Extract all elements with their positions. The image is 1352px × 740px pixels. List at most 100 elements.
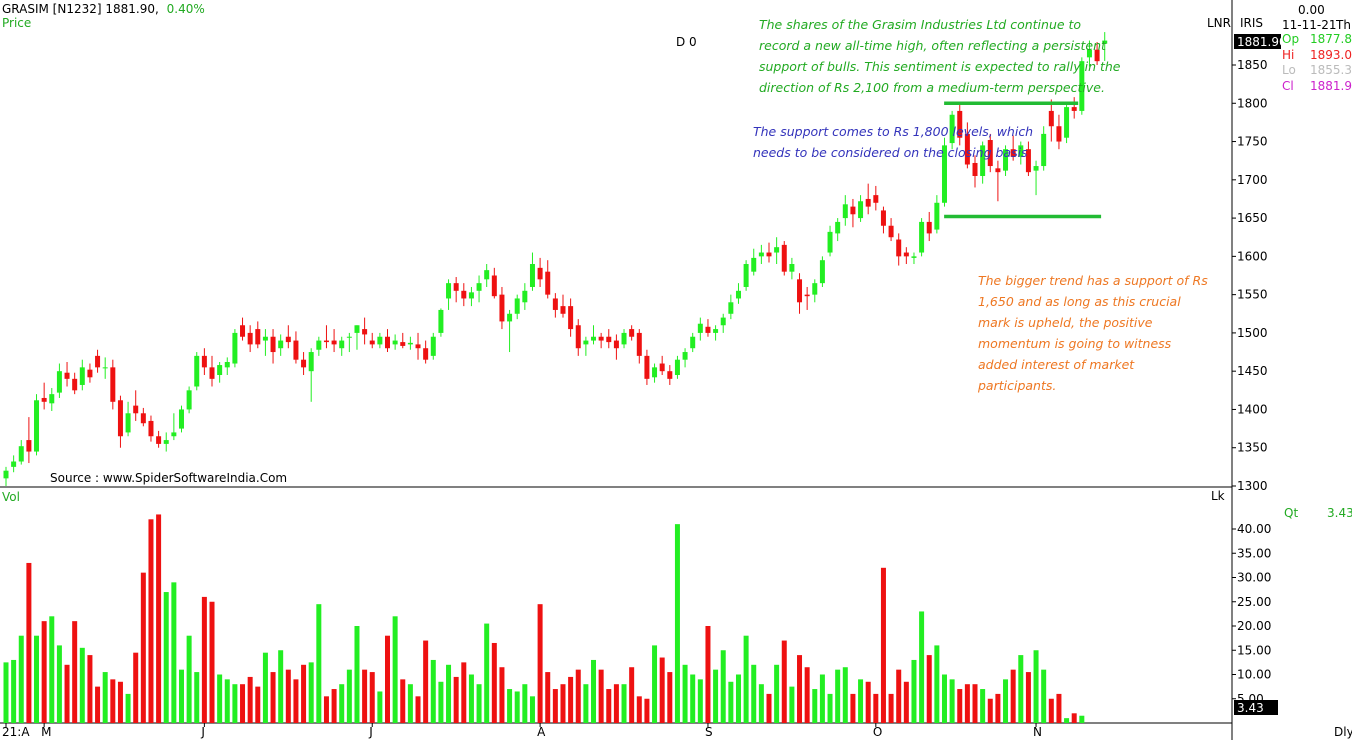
volume-bar: [545, 672, 551, 723]
volume-bar: [3, 662, 9, 723]
qt-value: 3.43: [1327, 506, 1352, 520]
candle-body: [842, 204, 848, 219]
candle-body: [26, 440, 32, 452]
candle-body: [491, 275, 497, 297]
candle-body: [919, 221, 925, 253]
volume-bar: [369, 672, 375, 723]
price-tick-label: 1500: [1237, 326, 1268, 340]
volume-bar: [972, 684, 978, 723]
candle-body: [980, 145, 986, 176]
lnr-label: LNR: [1207, 16, 1231, 30]
volume-bar: [1010, 669, 1016, 723]
candle-body: [11, 461, 17, 467]
candle-body: [415, 344, 421, 349]
last-volume-label: 3.43: [1237, 701, 1264, 715]
source-label: Source : www.SpiderSoftwareIndia.Com: [50, 471, 288, 485]
volume-bar: [842, 667, 848, 723]
volume-bar: [797, 655, 803, 723]
candle-body: [186, 390, 192, 410]
candle-body: [758, 252, 764, 257]
candle-body: [293, 340, 299, 360]
volume-bar: [323, 696, 329, 723]
volume-bar: [903, 681, 909, 723]
candle-body: [240, 325, 246, 337]
zero-value: 0.00: [1298, 3, 1325, 17]
volume-bar: [278, 650, 284, 723]
price-label: Price: [2, 16, 32, 30]
volume-bar: [980, 689, 986, 723]
volume-bar: [415, 696, 421, 723]
volume-bar: [240, 684, 246, 723]
volume-bar: [888, 693, 894, 723]
volume-bar: [735, 674, 741, 723]
candle-body: [1071, 107, 1077, 111]
volume-bar: [690, 674, 696, 723]
candle-body: [926, 221, 932, 234]
volume-bar: [194, 672, 200, 723]
volume-bar: [262, 652, 268, 723]
candle-body: [468, 292, 474, 299]
volume-bar: [1041, 669, 1047, 723]
date-tick-label: N: [1033, 725, 1042, 739]
volume-bar: [606, 689, 612, 723]
volume-bar: [484, 623, 490, 723]
volume-bar: [301, 664, 307, 723]
volume-bar: [156, 514, 162, 723]
volume-bar: [1048, 698, 1054, 723]
volume-bar: [392, 616, 398, 723]
candle-body: [1094, 49, 1100, 62]
volume-bar: [697, 679, 703, 723]
volume-bar: [964, 684, 970, 723]
candle-body: [285, 336, 291, 343]
candle-body: [774, 247, 780, 253]
candle-body: [873, 195, 879, 203]
volume-bar: [362, 669, 368, 723]
volume-bar: [957, 689, 963, 723]
candle-body: [117, 400, 123, 437]
volume-bar: [201, 596, 207, 723]
volume-bar: [209, 601, 215, 723]
volume-bar: [552, 689, 558, 723]
volume-bar: [346, 669, 352, 723]
ohlc-label: Lo: [1282, 63, 1296, 77]
candles-group: [3, 32, 1108, 486]
symbol-name: GRASIM [N1232]: [2, 2, 102, 16]
volume-bar: [514, 691, 520, 723]
last-price-badge: 1881.90: [1234, 34, 1287, 49]
candle-body: [537, 267, 543, 280]
volume-bar: [102, 672, 108, 723]
candle-body: [278, 340, 284, 349]
volume-bar: [72, 621, 78, 723]
candle-body: [484, 270, 490, 280]
volume-bar: [941, 674, 947, 723]
candle-body: [545, 271, 551, 295]
volume-bar: [468, 674, 474, 723]
volume-bar: [560, 684, 566, 723]
volume-bar: [812, 689, 818, 723]
candle-body: [209, 367, 215, 379]
volume-bar: [178, 669, 184, 723]
volume-bar: [1003, 679, 1009, 723]
volume-bar: [636, 696, 642, 723]
candle-body: [507, 313, 513, 322]
volume-bar: [758, 684, 764, 723]
volume-bar: [743, 635, 749, 723]
candle-body: [133, 405, 139, 414]
volume-bar: [613, 684, 619, 723]
candle-body: [1102, 40, 1108, 44]
ohlc-readout: Op 1877.80 Hi 1893.00 Lo 1855.30 Cl 1881.90: [1282, 32, 1352, 94]
price-tick-label: 1850: [1237, 58, 1268, 72]
date-tick-label: S: [705, 725, 713, 739]
ohlc-label: Hi: [1282, 47, 1295, 62]
candle-body: [110, 367, 116, 402]
candle-body: [804, 294, 810, 297]
candle-body: [827, 231, 833, 253]
symbol-header: GRASIM [N1232] 1881.90, 0.40%: [2, 2, 205, 16]
candle-body: [476, 283, 482, 291]
candle-body: [606, 336, 612, 343]
volume-bar: [774, 664, 780, 723]
candle-body: [64, 372, 70, 379]
candle-body: [1033, 166, 1039, 171]
candle-body: [72, 378, 78, 391]
volume-bar: [339, 684, 345, 723]
